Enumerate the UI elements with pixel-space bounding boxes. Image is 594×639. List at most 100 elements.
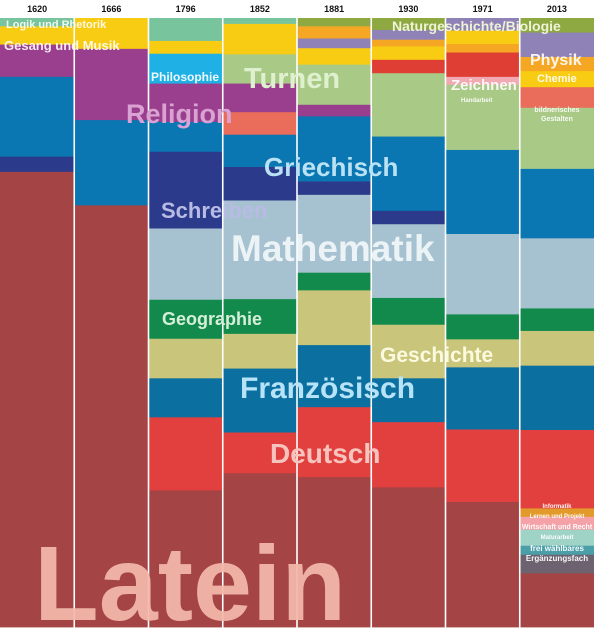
year-label-1930: 1930 xyxy=(398,4,418,14)
bar-segment-1796-geographie xyxy=(148,299,224,339)
year-label-1620: 1620 xyxy=(27,4,47,14)
year-label-1796: 1796 xyxy=(176,4,196,14)
bar-segment-1881-chemie xyxy=(297,25,372,39)
bar-segment-1971-chemie xyxy=(445,43,521,53)
bar-segment-1796-gesang_musik xyxy=(148,40,224,54)
bar-segment-1971-turnen xyxy=(445,84,521,150)
bar-segment-2013-physik xyxy=(519,32,594,57)
bar-segment-1881-griechisch xyxy=(297,115,372,182)
bar-segment-1796-religion xyxy=(148,83,224,122)
label-bildnerisches-line2: Gestalten xyxy=(541,116,573,123)
bar-segment-2013-ergaenzungsfach xyxy=(519,554,594,574)
label-ergaenzungsfach-line1: frei wählbares xyxy=(530,544,584,553)
bar-segment-1796-geschichte xyxy=(148,338,224,379)
bar-segment-1881-franzoesisch xyxy=(297,344,372,408)
bar-segment-1881-latein xyxy=(297,476,372,628)
bar-segment-2013-naturgeschichte xyxy=(519,18,594,33)
label-informatik: Informatik xyxy=(542,504,572,510)
label-franzoesisch: Französisch xyxy=(240,372,415,405)
bar-segment-1930-griechisch xyxy=(371,136,447,211)
bar-segment-2013-chemie xyxy=(519,56,594,72)
bar-segment-2013-franzoesisch xyxy=(519,365,594,430)
label-geschichte: Geschichte xyxy=(380,344,493,367)
bar-segment-1796-logik_rhetorik xyxy=(148,18,224,41)
bar-segment-1930-physik xyxy=(371,29,447,40)
label-naturgeschichte: Naturgeschichte/Biologie xyxy=(392,18,561,34)
year-label-1666: 1666 xyxy=(101,4,121,14)
bar-segment-1971-franzoesisch xyxy=(445,366,521,430)
bar-segment-2013-informatik xyxy=(519,508,594,517)
bar-segment-2013-turnen xyxy=(519,107,594,169)
bar-segment-2013-latein xyxy=(519,572,594,628)
bar-segment-1971-griechisch xyxy=(445,149,521,234)
label-logik-rhetorik: Logik und Rhetorik xyxy=(6,19,107,31)
label-chemie: Chemie xyxy=(537,73,577,85)
bar-segment-2013-griechisch xyxy=(519,168,594,239)
label-lernen-projekt: Lernen und Projekt xyxy=(530,514,585,520)
label-ergaenzungsfach-line2: Ergänzungsfach xyxy=(526,554,588,563)
bar-segment-1930-deutsch xyxy=(371,421,447,488)
bar-segment-1666-gesang_musik xyxy=(74,18,150,49)
bar-segment-2013-lernen_projekt xyxy=(519,516,594,530)
bar-segment-1620-schreiben xyxy=(0,156,75,172)
bar-segment-1930-naturgeschichte xyxy=(371,18,447,30)
bar-segment-1881-deutsch xyxy=(297,406,372,478)
bar-segment-1881-gesang_musik xyxy=(297,47,372,65)
column-separators xyxy=(73,0,521,639)
bar-segment-1930-schreiben xyxy=(371,210,447,225)
bar-segment-1971-zeichnen xyxy=(445,52,521,77)
bar-segment-1971-deutsch xyxy=(445,429,521,502)
bar-segment-1881-religion xyxy=(297,104,372,117)
label-religion: Religion xyxy=(126,99,233,129)
bar-segment-2013-bildnerisches xyxy=(519,86,594,108)
bar-segment-1930-geographie xyxy=(371,297,447,325)
bar-segment-2013-geographie xyxy=(519,308,594,331)
label-latein: Latein xyxy=(34,525,346,639)
bar-segment-1971-geographie xyxy=(445,313,521,340)
bar-segment-1620-religion xyxy=(0,44,75,77)
label-bildnerisches-line1: bildnerisches xyxy=(534,107,579,114)
subject-labels: Logik und Rhetorik Gesang und Musik Phil… xyxy=(4,18,593,639)
bar-segment-1852-logik_rhetorik xyxy=(222,18,298,24)
bar-segment-1971-handarbeit xyxy=(445,76,521,85)
year-label-1971: 1971 xyxy=(473,4,493,14)
bar-segment-1796-franzoesisch xyxy=(148,377,224,418)
bar-segment-2013-deutsch xyxy=(519,429,594,509)
bar-segment-1930-geschichte xyxy=(371,324,447,379)
label-schreiben: Schreiben xyxy=(161,198,267,223)
bar-segment-1881-naturgeschichte xyxy=(297,18,372,27)
bar-segment-1881-physik xyxy=(297,38,372,49)
bar-segment-1971-latein xyxy=(445,501,521,628)
bar-segment-1666-religion xyxy=(74,48,150,121)
label-physik: Physik xyxy=(530,52,582,69)
bar-segment-1930-turnen xyxy=(371,72,447,137)
bar-segment-1930-chemie xyxy=(371,39,447,47)
bar-segment-1852-mathematik xyxy=(222,200,298,300)
bar-segment-1666-latein xyxy=(74,204,150,628)
year-label-1852: 1852 xyxy=(250,4,270,14)
bar-segment-1796-schreiben xyxy=(148,151,224,229)
bar-segment-1852-franzoesisch xyxy=(222,368,298,433)
year-axis: 1620 1666 1796 1852 1881 1930 1971 2013 xyxy=(27,4,567,14)
bar-segment-1666-griechisch xyxy=(74,119,150,206)
bar-segment-1852-deutsch xyxy=(222,432,298,474)
label-geographie: Geographie xyxy=(162,309,262,329)
bar-segment-1852-gesang_musik xyxy=(222,23,298,55)
bar-segment-1881-mathematik xyxy=(297,194,372,273)
bar-segment-1852-geographie xyxy=(222,298,298,334)
bar-segment-1852-griechisch xyxy=(222,134,298,167)
bar-segment-1620-logik_rhetorik xyxy=(0,18,75,27)
label-turnen: Turnen xyxy=(244,63,340,95)
bar-segment-1796-latein xyxy=(148,489,224,628)
bar-segment-1852-schreiben xyxy=(222,166,298,201)
year-label-2013: 2013 xyxy=(547,4,567,14)
bar-segment-1930-mathematik xyxy=(371,223,447,298)
bar-segment-1881-turnen xyxy=(297,64,372,105)
label-zeichnen: Zeichnen xyxy=(451,77,517,94)
bar-segment-1971-gesang_musik xyxy=(445,30,521,44)
bar-segment-1930-latein xyxy=(371,486,447,628)
bar-segment-1620-latein xyxy=(0,171,75,628)
year-label-1881: 1881 xyxy=(324,4,344,14)
bar-segment-1852-bildnerisches xyxy=(222,111,298,135)
